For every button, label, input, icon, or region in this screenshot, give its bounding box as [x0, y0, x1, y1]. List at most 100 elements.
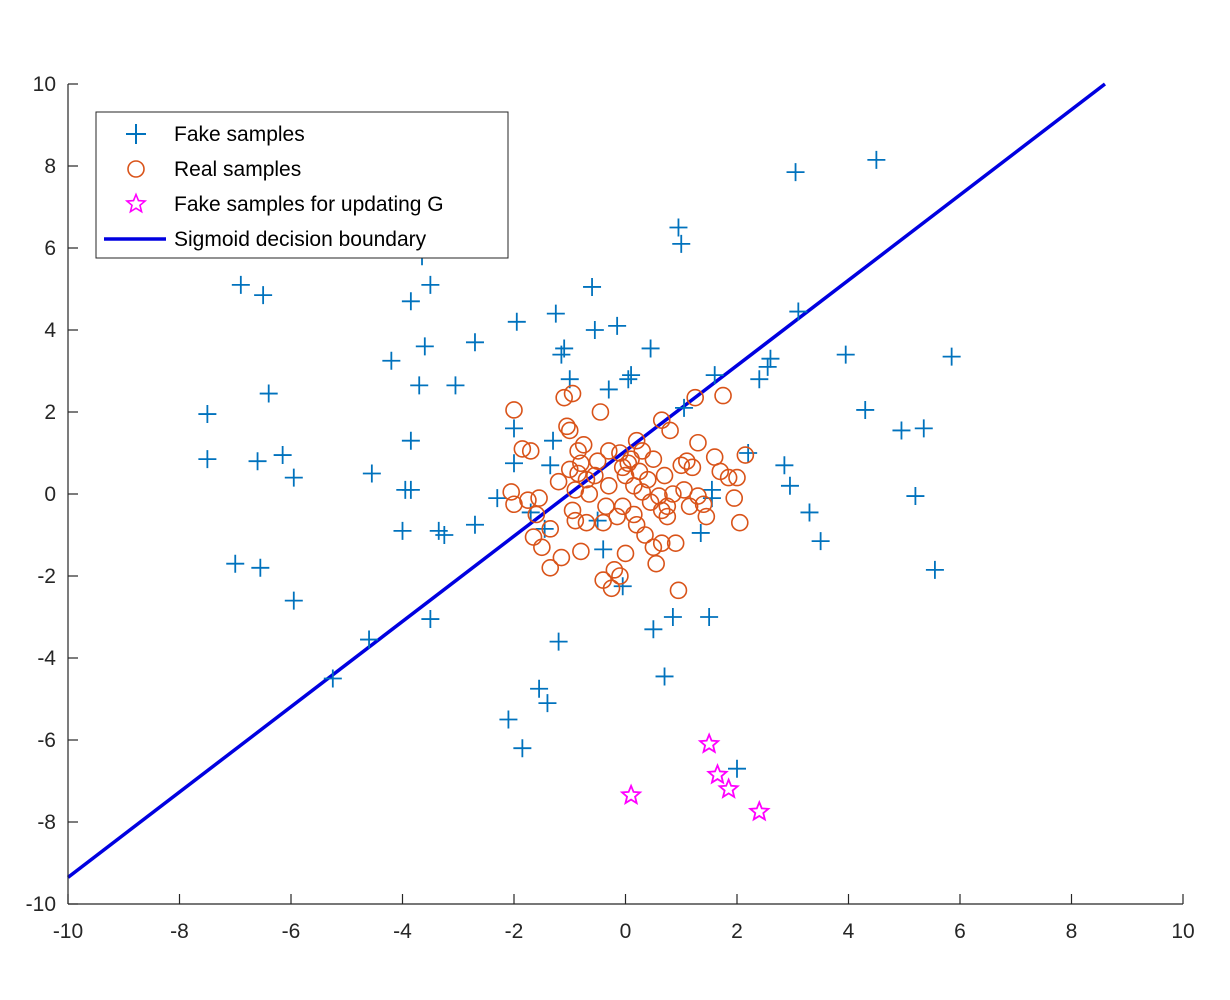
real-sample-point — [658, 507, 677, 526]
real-sample-point — [502, 483, 521, 501]
fake-sample-point — [555, 339, 574, 358]
fake-sample-point — [507, 312, 526, 331]
fake-sample-point — [728, 759, 746, 778]
x-tick-label: -2 — [505, 920, 524, 943]
real-sample-point — [625, 505, 643, 524]
axes: -10 -8 -6 -4 -2 0 2 4 6 8 10 -10 -8 -6 -4 -2 0 2 4 6 8 10 — [26, 73, 1195, 943]
real-sample-point — [661, 421, 679, 440]
y-tick-label: 8 — [44, 155, 56, 178]
real-sample-point — [513, 440, 532, 458]
fake-sample-point — [925, 560, 944, 579]
real-sample-point — [736, 446, 755, 464]
real-sample-point — [725, 489, 744, 507]
x-tick-label: 10 — [1171, 920, 1194, 943]
real-sample-point — [519, 491, 537, 509]
real-sample-point — [591, 403, 610, 421]
fake-sample-point — [538, 694, 557, 713]
x-tick-label: -8 — [170, 920, 189, 943]
fake-sample-point — [415, 337, 434, 356]
fake-sample-point — [401, 480, 420, 499]
real-sample-point — [714, 386, 732, 405]
fake-sample-point — [641, 339, 660, 358]
real-sample-point — [580, 485, 599, 503]
fake-sample-point — [739, 444, 758, 462]
real-sample-point — [599, 476, 618, 495]
fake-sample-point — [549, 632, 568, 651]
y-tick-label: 10 — [33, 73, 56, 96]
fake-sample-point — [622, 366, 641, 385]
fake-sample-point — [691, 523, 710, 542]
fake-sample-point — [594, 540, 613, 559]
fake-sample-point — [758, 357, 777, 376]
real-sample-point — [566, 511, 585, 530]
real-sample-point — [655, 466, 674, 485]
x-tick-label: 8 — [1066, 920, 1078, 943]
y-tick-label: -8 — [37, 811, 56, 834]
fake-sample-point — [505, 454, 523, 473]
y-tick-label: -4 — [37, 647, 56, 670]
update-g-sample-point — [747, 799, 771, 822]
x-tick-label: 4 — [843, 920, 855, 943]
fake-sample-point — [410, 376, 429, 395]
fake-sample-point — [585, 321, 604, 339]
real-sample-point — [636, 526, 654, 544]
real-sample-point — [602, 579, 621, 598]
legend-item-real-samples: Real samples — [127, 158, 301, 181]
fake-sample-point — [613, 577, 632, 596]
real-sample-point — [689, 433, 707, 452]
fake-sample-point — [560, 370, 579, 389]
real-sample-point — [599, 442, 618, 460]
fake-sample-point — [488, 489, 507, 508]
y-tick-label: 0 — [44, 483, 56, 506]
real-sample-point — [666, 534, 685, 553]
fake-sample-point — [521, 503, 540, 522]
fake-sample-point — [780, 476, 799, 495]
legend-item-decision-boundary: Sigmoid decision boundary — [104, 228, 427, 251]
fake-sample-point — [856, 400, 875, 419]
x-tick-label: 6 — [954, 920, 966, 943]
fake-sample-point — [198, 405, 217, 424]
fake-sample-point — [323, 669, 342, 688]
fake-sample-point — [273, 446, 292, 465]
real-sample-point — [616, 544, 635, 563]
fake-sample-point — [669, 218, 688, 237]
real-sample-point — [672, 456, 691, 475]
legend: Fake samples Real samples Fake samples f… — [95, 111, 509, 259]
y-tick-label: 2 — [44, 401, 56, 424]
fake-sample-point — [251, 558, 270, 577]
real-sample-point — [638, 470, 657, 489]
fake-sample-point — [644, 620, 663, 639]
real-sample-point — [719, 468, 738, 487]
update-g-sample-point — [697, 732, 721, 754]
fake-sample-point — [672, 234, 691, 253]
fake-sample-point — [914, 419, 933, 438]
real-sample-point — [627, 431, 646, 450]
fake-sample-point — [675, 398, 694, 417]
legend-label-decision-boundary: Sigmoid decision boundary — [174, 228, 427, 251]
real-sample-point — [652, 534, 671, 553]
real-sample-point — [644, 538, 663, 557]
real-sample-point — [530, 489, 548, 507]
y-tick-label: 4 — [44, 319, 56, 342]
fake-sample-point — [198, 450, 217, 469]
fake-sample-point — [284, 591, 303, 610]
fake-sample-point — [513, 739, 532, 758]
fake-sample-point — [867, 150, 886, 169]
x-tick-label: 2 — [731, 920, 743, 943]
real-sample-point — [694, 495, 713, 514]
legend-item-fake-samples: Fake samples — [126, 123, 305, 146]
real-sample-point — [527, 505, 546, 524]
fake-sample-point — [599, 380, 618, 399]
fake-sample-point — [254, 286, 273, 305]
fake-sample-point — [465, 515, 484, 534]
fake-sample-point — [530, 679, 549, 698]
legend-item-fake-samples-updating-g: Fake samples for updating G — [124, 192, 444, 216]
x-tick-label: -4 — [393, 920, 412, 943]
circle-marker-icon — [127, 160, 145, 178]
y-axis-ticks: -10 -8 -6 -4 -2 0 2 4 6 8 10 — [26, 73, 78, 916]
real-sample-point — [533, 538, 551, 557]
y-tick-label: 6 — [44, 237, 56, 260]
real-sample-point — [560, 460, 579, 479]
fake-sample-point — [226, 554, 245, 573]
fake-sample-point — [401, 292, 420, 311]
